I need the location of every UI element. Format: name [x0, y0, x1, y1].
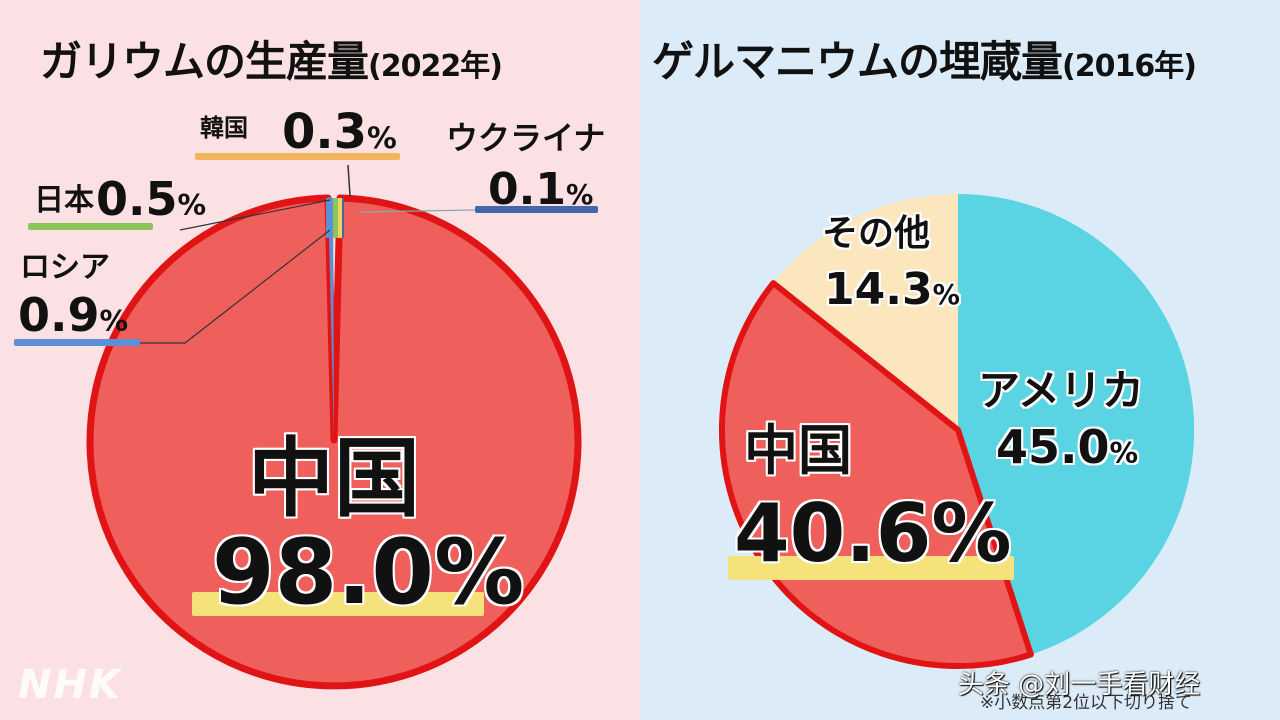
china-pct: % [434, 520, 525, 625]
watermark: 头条 @刘一手看财经 [958, 670, 1201, 700]
label-japan: 日本 [34, 186, 94, 216]
label-korea-name: 韓国 [200, 114, 248, 142]
label-korea-value: 0.3% [282, 108, 397, 156]
usa-value-text: 45.0 [996, 420, 1110, 474]
china-value-text: 98.0 [212, 520, 435, 625]
label-ukraine: ウクライナ [446, 122, 605, 154]
russia-pct: % [99, 305, 129, 338]
korea-value-text: 0.3 [282, 104, 368, 160]
germanium-pie-chart [719, 193, 1195, 670]
footnote: ※小数点第2位以下切り捨て [980, 693, 1193, 713]
china-right-pct: % [931, 487, 1012, 580]
japan-underline [28, 223, 153, 230]
japan-pct: % [177, 189, 207, 222]
label-other-name: その他 [822, 213, 931, 254]
label-korea: 韓国 [200, 116, 248, 140]
label-china-name: 中国 [248, 429, 420, 529]
china-highlight-bar-right [728, 556, 1014, 580]
other-pct: % [932, 280, 960, 311]
gallium-title-text: ガリウムの生産量 [40, 37, 369, 86]
label-china-value: 98.0% [212, 528, 524, 618]
germanium-chart-title: ゲルマニウムの埋蔵量(2016年) [652, 28, 1197, 89]
label-usa: アメリカ [978, 370, 1144, 412]
label-china: 中国 [248, 436, 420, 522]
germanium-title-year: (2016年) [1062, 49, 1197, 84]
germanium-title-text: ゲルマニウムの埋蔵量 [652, 37, 1063, 86]
label-russia-name: ロシア [20, 250, 110, 285]
gallium-chart-title: ガリウムの生産量(2022年) [40, 28, 503, 89]
usa-pct: % [1109, 437, 1139, 470]
pie-slice-other [773, 194, 958, 430]
label-other-value: 14.3% [824, 268, 960, 312]
korea-underline [195, 153, 400, 160]
ukraine-value-text: 0.1 [488, 164, 566, 215]
label-russia-value: 0.9% [18, 292, 128, 338]
russia-underline [14, 339, 140, 346]
label-other: その他 [822, 216, 930, 252]
label-russia: ロシア [20, 253, 110, 283]
pie-slice-china [86, 194, 582, 690]
pie-slice-usa [958, 193, 1195, 655]
gallium-pie-chart [86, 164, 582, 690]
china-right-value-text: 40.6 [734, 487, 932, 580]
gallium-title-year: (2022年) [368, 49, 503, 84]
nhk-logo: NHK [18, 662, 122, 708]
other-value-text: 14.3 [824, 264, 933, 315]
pie-slice-japan-band [333, 198, 338, 238]
label-china-right: 中国 [744, 424, 852, 478]
label-china-right-name: 中国 [744, 419, 852, 482]
pie-slice-korea-band [338, 198, 342, 238]
label-usa-name: アメリカ [978, 366, 1144, 415]
germanium-panel: ゲルマニウムの埋蔵量(2016年) その他 14.3% アメリカ 45.0% 中… [640, 0, 1280, 720]
gallium-panel: ガリウムの生産量(2022年) 韓国 0.3% ウクライナ 0.1% 日本 0.… [0, 0, 640, 720]
label-japan-name: 日本 [34, 183, 94, 218]
pie-slice-russia-band [326, 198, 333, 238]
japan-value-text: 0.5 [96, 172, 178, 226]
russia-value-text: 0.9 [18, 288, 100, 342]
label-ukraine-name: ウクライナ [446, 119, 606, 157]
label-ukraine-value: 0.1% [488, 168, 593, 212]
label-japan-value: 0.5% [96, 176, 206, 222]
china-highlight-bar [192, 592, 484, 616]
label-usa-value: 45.0% [996, 424, 1138, 470]
pie-slice-russia [328, 197, 334, 440]
ukraine-pct: % [565, 180, 594, 211]
korea-pct: % [367, 121, 397, 156]
pie-slice-ukraine-band [342, 198, 344, 238]
ukraine-underline [475, 206, 598, 213]
label-china-right-value: 40.6% [734, 494, 1012, 574]
